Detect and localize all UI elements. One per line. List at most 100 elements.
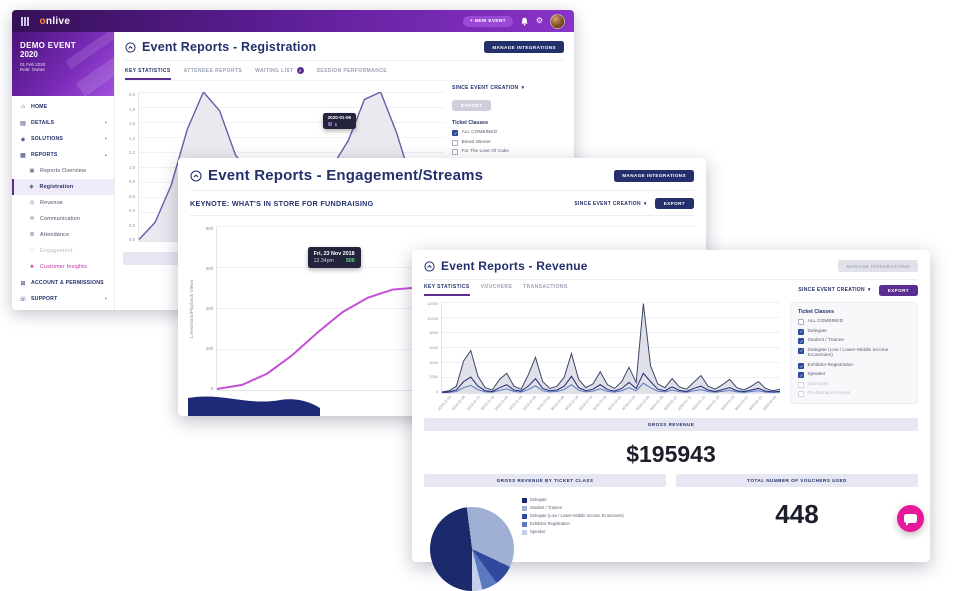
ticket-class-checkbox[interactable]: Bread Winner [452,139,564,146]
y-axis-tick: 4000 [429,360,438,365]
divider [190,215,694,216]
ticket-class-label: Bread Winner [461,139,491,145]
y-axis-tick: 1.6 [129,121,135,126]
tab-badge: 0 [296,66,304,74]
collapse-icon[interactable] [190,169,202,182]
date-range-dropdown[interactable]: SINCE EVENT CREATION ▾ [452,85,525,91]
tab[interactable]: TRANSACTIONS [523,284,568,296]
session-title: KEYNOTE: WHAT'S IN STORE FOR FUNDRAISING [190,199,374,208]
y-axis-tick: 0 [435,389,438,394]
ticket-class-checkbox[interactable]: Delegate (Low / Lower-Middle Income Econ… [798,347,910,360]
nav-icon: ⌂ [21,104,25,110]
vouchers-value: 448 [775,499,819,529]
sidebar-item[interactable]: ⌂ HOME [12,99,114,115]
tab[interactable]: KEY STATISTICS [125,68,171,80]
sidebar-item[interactable]: ★ Customer Insights [12,259,114,275]
logo-text: nlive [45,15,71,27]
y-axis-tick: 0.8 [129,179,135,184]
sidebar-item[interactable]: ⊙ Revenue [12,195,114,211]
checkbox-icon [798,347,804,354]
user-avatar[interactable] [550,13,565,29]
sidebar-item[interactable]: ▤ DETAILS ▾ [12,115,114,131]
sidebar-item-label: Reports Overview [40,168,87,174]
ticket-class-checkbox[interactable]: Student / Trainee [798,338,910,345]
sidebar-item-label: Attendance [40,232,70,238]
manage-integrations-button[interactable]: MANAGE INTEGRATIONS [614,169,694,182]
menu-icon[interactable] [21,16,29,26]
legend-color-swatch [522,513,527,519]
ticket-class-label: For The Love Of Cake [461,149,509,154]
sidebar-item[interactable]: ♡ Engagement [12,243,114,259]
ticket-classes-list: ALL COMBINED Delegate Student / Trainee … [798,319,910,398]
tab[interactable]: KEY STATISTICS [424,284,470,296]
export-button[interactable]: EXPORT [452,100,492,111]
manage-integrations-button[interactable]: MANAGE INTEGRATIONS [838,260,918,272]
sidebar-item[interactable]: ☏ SUPPORT ▾ [12,291,114,307]
sidebar-item-label: ACCOUNT & PERMISSIONS [31,280,104,286]
sidebar-nav: ⌂ HOME ▤ DETAILS ▾ ◈ SOLUTIONS ▾ ▦ REPOR… [12,96,114,307]
nav-icon: ✉ [29,216,35,222]
tooltip-value: 500 [346,258,355,265]
tab-label: ATTENDEE REPORTS [183,68,243,74]
sidebar-item[interactable]: ≣ Attendance [12,227,114,243]
sidebar-item[interactable]: ◆ Registration [12,179,114,195]
legend-color-swatch [522,497,527,503]
tab-label: KEY STATISTICS [424,284,470,290]
legend-item: Speaker [522,529,624,535]
y-axis-tick: 1.0 [129,164,135,170]
app-logo: onlive [40,16,71,27]
tab[interactable]: ATTENDEE REPORTS [184,68,243,80]
event-card[interactable]: DEMO EVENT 2020 01 Feb 2020 Role: Owner [12,32,114,96]
checkbox-icon [452,130,458,137]
event-date: 01 Feb 2020 [20,62,46,67]
ticket-class-checkbox[interactable]: For The Love Of Cake [452,149,564,155]
checkbox-icon [798,391,804,398]
export-button[interactable]: EXPORT [878,284,918,296]
ticket-class-label: On-Demand Access [807,391,851,397]
tab[interactable]: VOUCHERS [481,284,513,296]
sidebar-item[interactable]: ▣ Reports Overview [12,163,114,179]
collapse-icon[interactable] [125,41,136,53]
settings-gear-icon[interactable]: ⚙ [535,16,543,25]
sidebar-item[interactable]: ▦ REPORTS ▴ [12,147,114,163]
checkbox-icon [798,362,804,370]
chevron-icon: ▾ [104,136,107,141]
checkbox-icon [452,139,458,146]
tooltip-date: 2020-01-06 [327,115,352,121]
ticket-class-checkbox[interactable]: Sponsors [798,381,910,388]
gross-revenue-banner: GROSS REVENUE [424,418,918,431]
tab[interactable]: SESSION PERFORMANCE [317,68,387,80]
ticket-class-checkbox[interactable]: On-Demand Access [798,391,910,398]
manage-integrations-button[interactable]: MANAGE INTEGRATIONS [484,41,564,53]
revenue-chart: 12000 10000 8000 6000 4000 2000 0 2019-1… [424,302,780,411]
by-class-banner: GROSS REVENUE BY TICKET CLASS [424,474,666,487]
tab[interactable]: WAITING LIST 0 [255,66,304,80]
date-range-dropdown[interactable]: SINCE EVENT CREATION ▾ [574,200,647,207]
ticket-class-checkbox[interactable]: Exhibitor Registration [798,362,910,370]
legend-item: Delegate (Low / Lower-Middle Income Econ… [522,513,624,519]
ticket-class-label: Exhibitor Registration [807,362,854,368]
new-event-button[interactable]: + NEW EVENT [462,15,513,27]
sidebar-item-label: Registration [39,184,74,190]
date-range-dropdown[interactable]: SINCE EVENT CREATION ▾ [798,287,871,293]
sidebar-item[interactable]: ⊞ ACCOUNT & PERMISSIONS [12,275,114,291]
sidebar-item[interactable]: ✉ Communication [12,211,114,227]
y-axis-tick: 0 [210,386,213,391]
sidebar-item[interactable]: ◈ SOLUTIONS ▾ [12,131,114,147]
event-role: Role: Owner [20,67,46,72]
nav-icon: ▣ [29,168,35,174]
nav-icon: ≣ [29,232,35,238]
notifications-bell-icon[interactable] [520,17,529,26]
ticket-class-checkbox[interactable]: Delegate [798,328,910,335]
chat-widget-button[interactable] [897,505,924,532]
ticket-class-checkbox[interactable]: Speaker [798,372,910,379]
report-tabs: KEY STATISTICS ATTENDEE REPORTS WAITING … [125,66,465,81]
pie-legend: Delegate Student / Trainee Delegate (Low… [522,497,624,591]
ticket-class-checkbox[interactable]: ALL COMBINED [798,319,910,325]
export-button[interactable]: EXPORT [654,198,694,209]
nav-icon: ◈ [20,136,26,143]
legend-item: Exhibitor Registration [522,521,624,527]
collapse-icon[interactable] [424,260,435,272]
ticket-class-checkbox[interactable]: ALL COMBINED [452,130,564,137]
y-axis: 2.0 1.8 1.6 1.4 1.2 1.0 0.8 0.6 0.4 0.2 … [123,92,138,242]
